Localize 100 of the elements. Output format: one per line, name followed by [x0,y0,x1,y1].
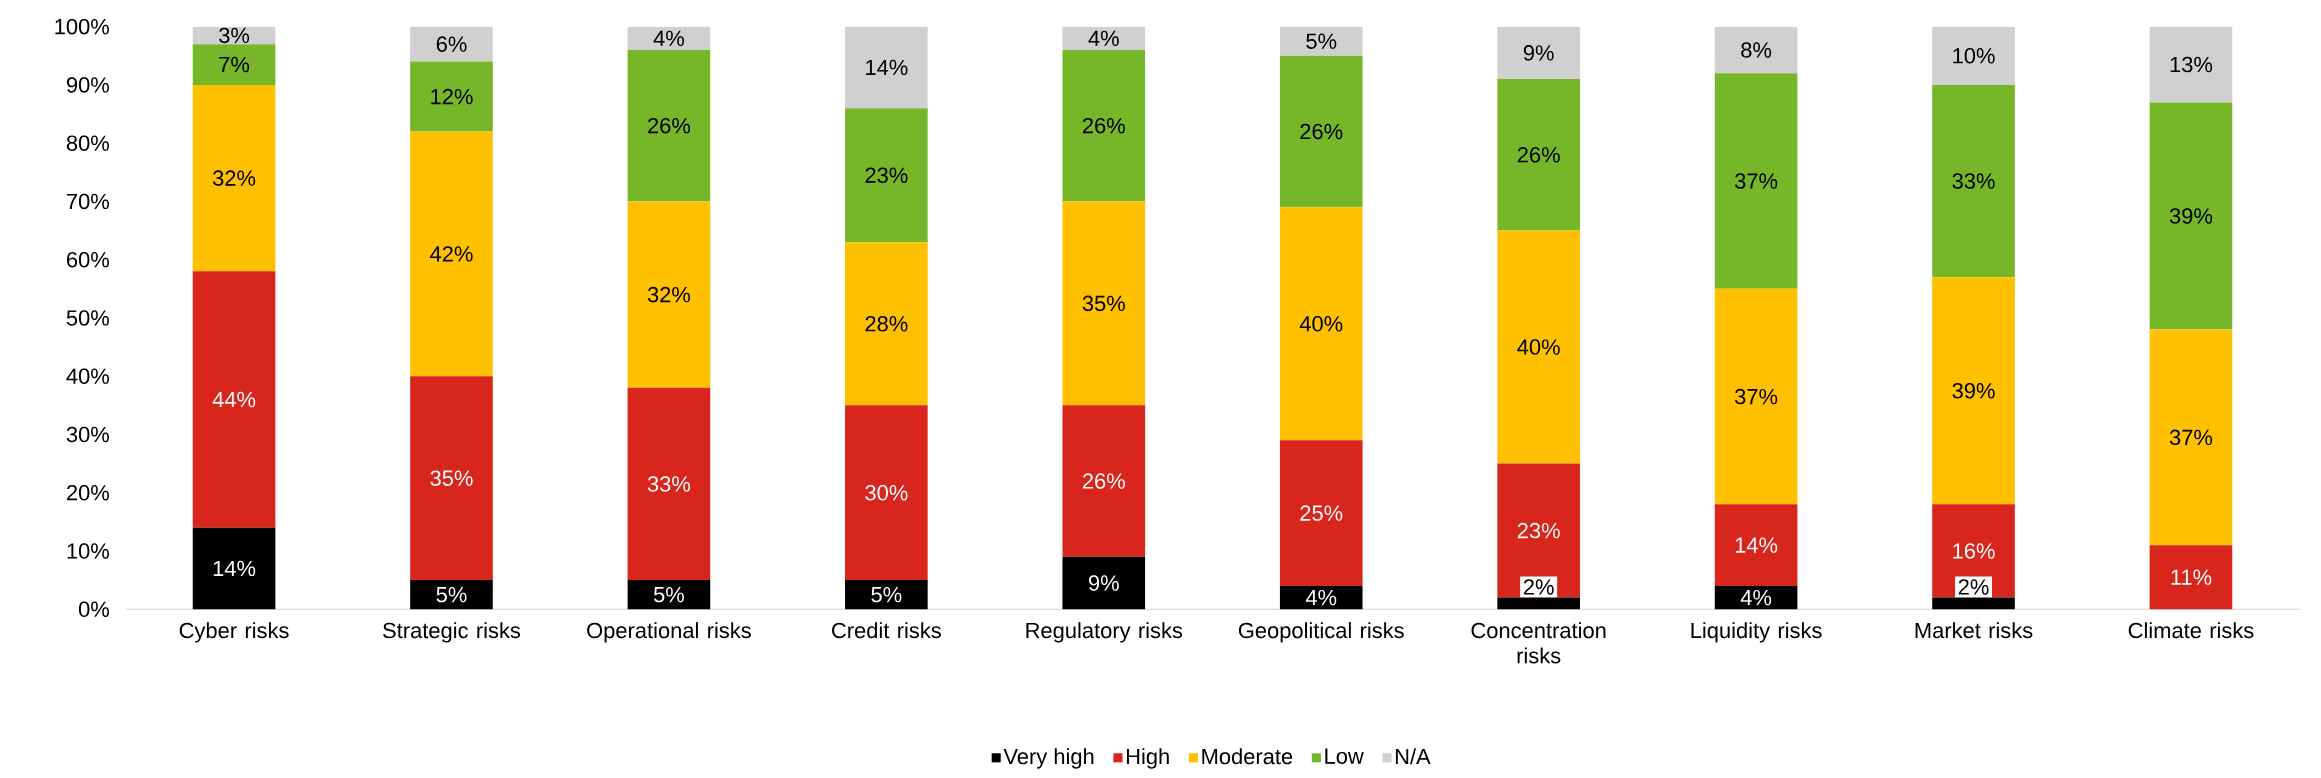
y-tick-label: 90% [66,77,109,93]
bar [1279,55,1363,208]
bar [410,376,493,581]
data-label: 12% [431,88,473,105]
bar [410,26,493,62]
bar [1714,73,1798,289]
data-label: 2% [1958,579,1989,595]
bar [1062,556,1146,610]
bar [1062,201,1146,406]
data-label: 33% [647,476,691,492]
bar [1714,26,1798,74]
bar [1932,26,2015,85]
data-label: 32% [212,170,256,186]
data-label: 10% [1953,48,1995,64]
bar [410,580,493,610]
data-label: 4% [653,30,684,47]
y-tick-label: 40% [66,368,109,385]
bar [627,387,711,581]
data-label: 5% [1306,33,1337,49]
data-label: 25% [1300,505,1343,521]
data-label: 26% [1082,473,1125,489]
bar [192,271,276,528]
data-label: 37% [2169,429,2213,446]
data-label: 33% [1952,173,1995,189]
y-tick-label: 60% [67,251,109,268]
bar [1932,277,2015,505]
bar [1062,405,1146,557]
data-label: 40% [1517,339,1560,355]
data-label: 5% [653,587,684,603]
data-label: 4% [1740,589,1772,606]
x-tick-label: Operational risks [587,622,751,643]
data-label: 32% [647,286,691,303]
bar [192,527,276,610]
data-label: 23% [865,167,908,184]
bar [410,131,493,377]
bar [1497,597,1580,610]
x-tick-label: Strategic risks [383,622,521,643]
data-label: 23% [1517,522,1560,539]
y-tick-label: 80% [66,135,109,151]
data-label: 37% [1735,388,1778,405]
data-label: 14% [1735,537,1778,553]
data-label: 4% [1088,30,1119,47]
x-tick-label: Market risks [1915,622,2033,639]
bar [1932,84,2015,278]
x-tick-label: Credit risks [832,622,941,639]
bar [845,242,928,406]
bar [1279,207,1363,441]
data-label: 39% [1952,383,1995,399]
data-label: 26% [1082,117,1125,134]
x-tick-label: Concentration risks [1471,622,1606,664]
data-label: 35% [1082,295,1125,312]
data-label: 5% [871,587,902,603]
x-tick-label: Geopolitical risks [1238,622,1404,643]
bar [2149,329,2233,546]
y-tick-label: 100% [55,18,109,35]
data-label: 6% [436,36,467,52]
legend-label: N/A [1395,748,1431,765]
data-label: 3% [219,27,250,44]
data-label: 26% [1300,123,1343,140]
bar [1714,288,1798,505]
data-label: 13% [2170,56,2213,73]
bar [1714,504,1798,586]
bar [410,61,493,132]
bar [627,201,711,388]
data-label: 7% [219,56,250,73]
data-label: 8% [1741,42,1772,58]
x-tick-label: Regulatory risks [1026,622,1183,643]
data-label: 2% [1523,579,1554,595]
bar [1279,26,1363,56]
bar [1062,50,1146,202]
y-tick-label: 30% [66,426,109,443]
y-tick-label: 70% [67,193,109,210]
bar [1497,230,1580,464]
legend-label: Moderate [1202,748,1293,765]
data-label: 30% [865,485,908,501]
bar [1279,440,1363,586]
data-label: 42% [430,246,473,262]
legend-label: High [1126,748,1169,769]
bar [1279,585,1363,610]
bar [627,580,711,610]
y-tick-label: 50% [66,310,109,326]
data-label: 44% [212,391,256,408]
data-label: 26% [648,117,691,134]
data-label: 26% [1517,147,1560,163]
bar [2149,26,2233,103]
bar [845,26,928,109]
data-label: 14% [866,59,908,76]
legend-label: Low [1325,748,1364,764]
legend-label: Very high [1003,748,1094,769]
data-label: 11% [2171,569,2212,585]
bar [1932,504,2015,598]
data-label: 16% [1953,543,1995,559]
bar [1932,597,2015,610]
data-label: 9% [1088,575,1119,591]
data-label: 14% [213,560,256,577]
bar [1497,79,1580,231]
bar [627,26,711,51]
bar [192,84,276,272]
bar [845,405,928,581]
x-tick-label: Liquidity risks [1691,622,1822,643]
